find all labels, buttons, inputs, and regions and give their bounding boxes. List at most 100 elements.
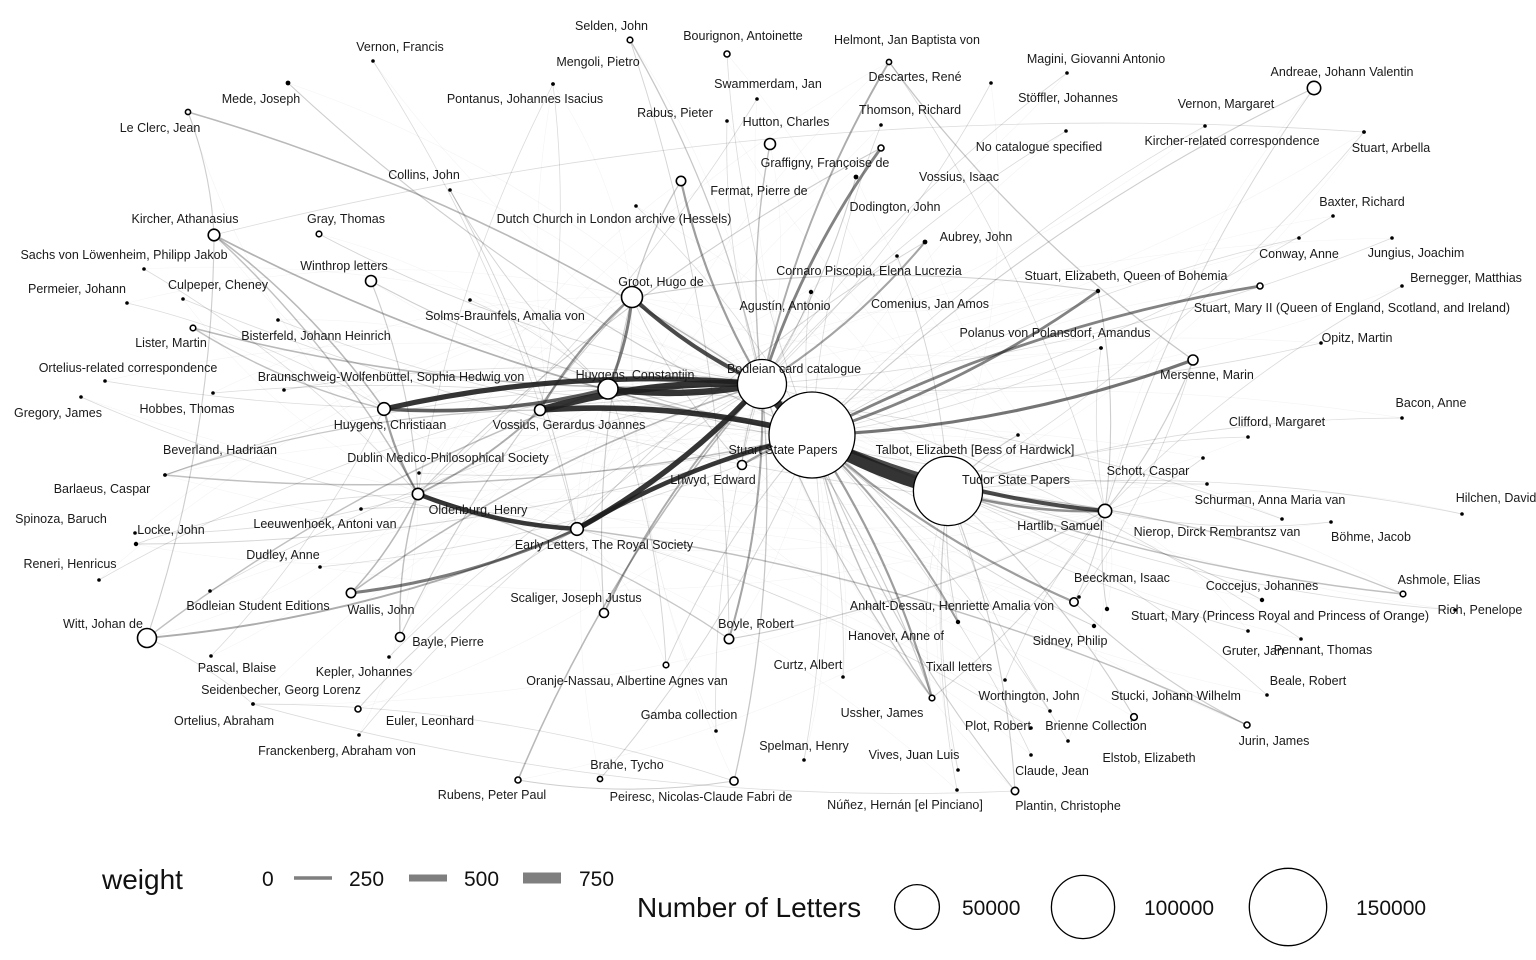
- background-edge: [607, 131, 1365, 390]
- node-label-talbot: Talbot, Elizabeth [Bess of Hardwick]: [876, 443, 1075, 457]
- node-franckenberg: [357, 733, 361, 737]
- node-rich: [1453, 608, 1457, 612]
- background-edge: [126, 269, 633, 304]
- node-label-gregory: Gregory, James: [14, 406, 102, 420]
- edge-worthington-hartlib: [1004, 510, 1106, 681]
- node-leeuwenhoek: [359, 507, 363, 511]
- edge-helmont-hartlib: [888, 60, 1106, 512]
- node-nunez: [955, 788, 959, 792]
- edge-bodleian-aubrey: [760, 240, 927, 386]
- node-label-bohme: Böhme, Jacob: [1331, 530, 1411, 544]
- background-edge: [811, 130, 1067, 436]
- node-label-anhalt: Anhalt-Dessau, Henriette Amalia von: [850, 599, 1054, 613]
- background-edge: [357, 434, 813, 710]
- node-label-stucki: Stucki, Johann Wilhelm: [1111, 689, 1241, 703]
- node-locke: [133, 541, 139, 547]
- node-sidney: [1091, 623, 1097, 629]
- node-hartlib: [1097, 503, 1113, 519]
- size-legend: Number of Letters 50000 100000 150000: [637, 867, 1426, 947]
- edge-hutton-bodleian: [755, 143, 771, 385]
- background-edge: [388, 383, 763, 658]
- node-label-gamba: Gamba collection: [641, 708, 738, 722]
- edge-swammerdam-oldenburg: [417, 98, 758, 495]
- node-label-claude: Claude, Jean: [1015, 764, 1089, 778]
- node-culpeper: [181, 297, 185, 301]
- background-edge: [947, 131, 1365, 492]
- node-lhwyd: [736, 459, 748, 471]
- background-edge: [417, 61, 890, 495]
- edge-vives-tudor: [940, 490, 959, 771]
- node-label-beale: Beale, Robert: [1270, 674, 1347, 688]
- edge-nunez-tudor: [939, 490, 958, 791]
- node-label-bayle: Bayle, Pierre: [412, 635, 484, 649]
- node-andreae: [1306, 80, 1322, 96]
- node-label-scaliger: Scaliger, Joseph Justus: [510, 591, 641, 605]
- node-bernegger: [1400, 284, 1404, 288]
- edge-bacon-tudor: [947, 417, 1403, 492]
- node-label-coccejus: Coccejus, Johannes: [1206, 579, 1319, 593]
- node-beeckman: [1077, 595, 1081, 599]
- size-legend-circle-100000: [1050, 874, 1116, 940]
- edge-brahe-stuart_state: [599, 434, 813, 780]
- node-dutch_church: [634, 204, 638, 208]
- node-label-franckenberg: Franckenberg, Abraham von: [258, 744, 416, 758]
- node-label-vossius_i: Vossius, Isaac: [919, 170, 999, 184]
- node-label-locke: Locke, John: [137, 523, 204, 537]
- edge-stuart_eliz-hartlib: [1097, 290, 1112, 512]
- node-label-selden: Selden, John: [575, 19, 648, 33]
- node-collins: [448, 188, 452, 192]
- edge-vernon_f-early_rs: [372, 60, 578, 530]
- node-bodl_student: [208, 589, 212, 593]
- edge-mersenne-descartes: [888, 61, 1194, 361]
- edge-leclerc-kircher_a: [187, 111, 215, 236]
- edge-plot-early_rs: [576, 528, 1032, 729]
- edge-kircher_a-huygens_ch: [213, 234, 385, 410]
- node-label-mengoli: Mengoli, Pietro: [556, 55, 639, 69]
- node-label-dublin: Dublin Medico-Philosophical Society: [347, 451, 549, 465]
- background-edge: [631, 124, 882, 298]
- edge-lister-huygens_ch: [192, 327, 385, 410]
- node-reneri: [97, 578, 101, 582]
- background-edge: [209, 482, 949, 592]
- background-edge: [811, 215, 1334, 436]
- node-mede: [285, 80, 291, 86]
- edge-leclerc-bodleian: [187, 111, 763, 385]
- edge-anhalt-hartlib: [1073, 510, 1106, 603]
- background-edge: [607, 388, 1051, 712]
- labels-layer: Selden, John Vernon, Francis Bourignon, An…: [14, 19, 1536, 813]
- node-label-jurin: Jurin, James: [1239, 734, 1310, 748]
- node-aubrey: [922, 239, 928, 245]
- node-vernon_m: [1203, 124, 1207, 128]
- node-seidenbecher: [251, 702, 255, 706]
- node-clifford: [1246, 435, 1250, 439]
- node-elstob: [1066, 739, 1070, 743]
- background-edge: [287, 82, 763, 385]
- node-stoffler: [989, 81, 993, 85]
- edge-early_rs-oldenburg: [415, 491, 580, 532]
- node-label-cornaro: Cornaro Piscopia, Elena Lucrezia: [776, 264, 962, 278]
- edge-stuart_arbella-tudor: [947, 131, 1365, 492]
- background-edge: [134, 296, 633, 534]
- node-label-gray: Gray, Thomas: [307, 212, 385, 226]
- node-lister: [189, 324, 197, 332]
- background-edge: [607, 285, 1403, 400]
- edge-bodleian-fermat: [679, 179, 764, 386]
- background-edge: [631, 237, 1300, 314]
- background-edge: [135, 528, 578, 564]
- edge-gamba-bodleian: [715, 383, 763, 732]
- edge-selden-boyle: [629, 39, 730, 640]
- node-swammerdam: [755, 97, 759, 101]
- edge-bohme-hartlib: [1104, 510, 1332, 527]
- edge-bodleian-vossius_g: [536, 379, 766, 414]
- background-edge: [1067, 510, 1107, 742]
- node-label-spinoza: Spinoza, Baruch: [15, 512, 107, 526]
- node-gray: [315, 230, 323, 238]
- node-magini: [1065, 71, 1069, 75]
- background-edge: [580, 388, 609, 780]
- background-edge: [210, 493, 419, 657]
- node-polanus: [1099, 346, 1103, 350]
- edge-beverland-vossius_g: [164, 409, 541, 476]
- background-edge: [1104, 490, 1463, 515]
- edge-bodleian-boyle: [727, 382, 764, 641]
- node-selden: [626, 36, 634, 44]
